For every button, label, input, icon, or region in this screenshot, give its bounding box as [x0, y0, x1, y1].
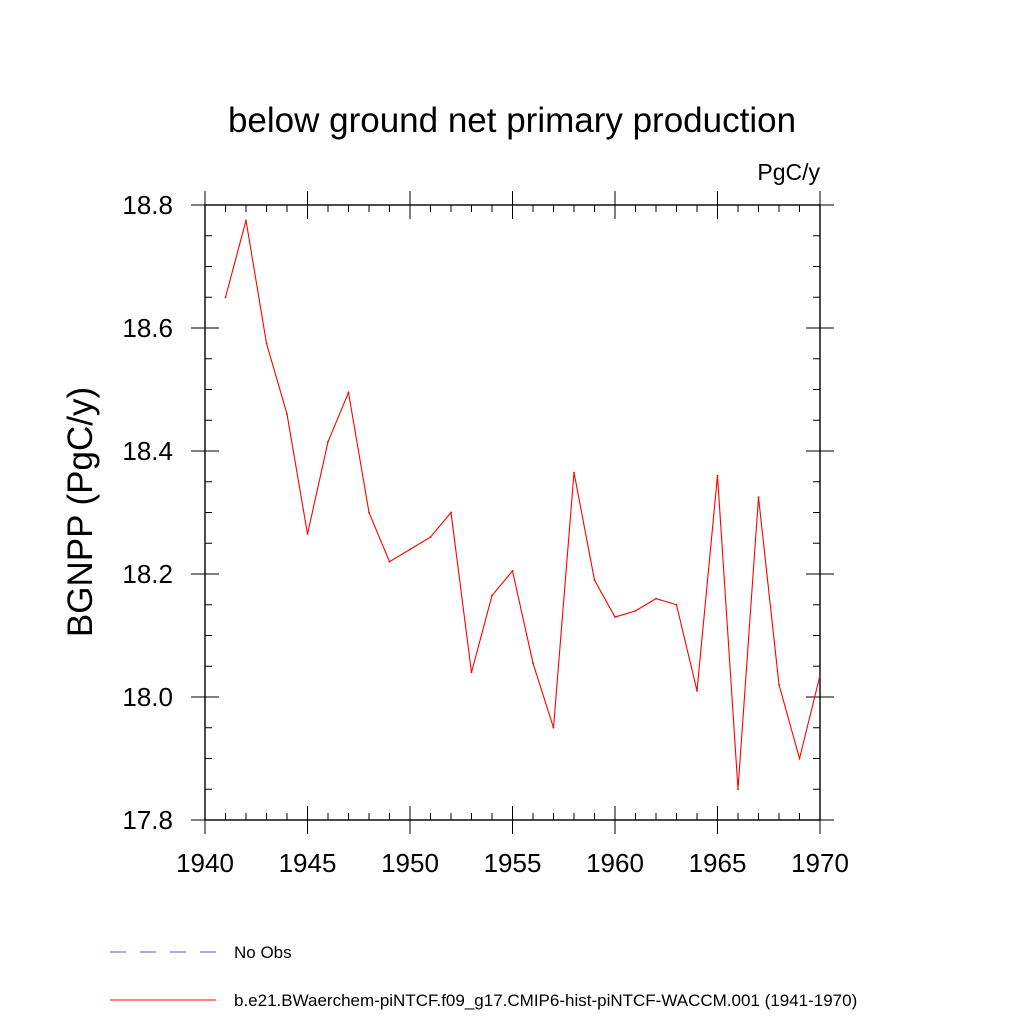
data-point	[614, 616, 616, 618]
legend: No Obs b.e21.BWaerchem-piNTCF.f09_g17.CMI…	[110, 943, 857, 1010]
data-point	[347, 391, 350, 394]
series-line	[224, 220, 821, 790]
data-point	[429, 536, 432, 538]
data-point	[798, 757, 801, 760]
data-point	[655, 597, 657, 600]
data-point	[368, 511, 370, 514]
data-point	[450, 511, 452, 514]
data-point	[265, 342, 268, 345]
x-tick-label: 1960	[586, 848, 644, 878]
data-point	[306, 533, 309, 535]
y-tick-label: 18.4	[122, 436, 173, 466]
data-point	[593, 579, 596, 582]
data-point	[675, 603, 678, 606]
data-point	[532, 662, 534, 665]
legend-label: No Obs	[234, 943, 292, 962]
data-point	[552, 726, 555, 729]
x-tick-label: 1940	[176, 848, 234, 878]
y-tick-label: 17.8	[122, 805, 173, 835]
y-tick-label: 18.0	[122, 682, 173, 712]
data-point	[511, 570, 514, 572]
x-tick-label: 1945	[279, 848, 337, 878]
data-point	[634, 610, 637, 612]
y-tick-label: 18.8	[122, 190, 173, 220]
legend-label: b.e21.BWaerchem-piNTCF.f09_g17.CMIP6-his…	[234, 991, 857, 1010]
data-point	[696, 689, 698, 692]
data-point	[491, 594, 493, 597]
x-tick-label: 1965	[689, 848, 747, 878]
chart-title: below ground net primary production	[228, 101, 796, 140]
data-point	[757, 496, 760, 499]
data-point	[327, 440, 329, 443]
x-tick-label: 1955	[484, 848, 542, 878]
data-point	[224, 296, 227, 299]
data-point	[573, 471, 575, 474]
data-point	[470, 671, 473, 674]
x-tick-label: 1970	[791, 848, 849, 878]
data-point	[388, 560, 391, 563]
y-axis-label: BGNPP (PgC/y)	[61, 387, 100, 637]
y-tick-label: 18.2	[122, 559, 173, 589]
data-point	[737, 788, 739, 791]
units-label: PgC/y	[757, 159, 820, 185]
plot-frame	[204, 204, 821, 821]
data-point	[716, 474, 719, 477]
data-point	[819, 674, 821, 677]
x-tick-label: 1950	[381, 848, 439, 878]
y-tick-label: 18.6	[122, 313, 173, 343]
data-point	[778, 683, 780, 686]
data-point	[409, 548, 411, 551]
data-point	[245, 219, 247, 222]
plot-area: 1940 1945 1950 1955 1960 1965 1970 17.8 18.0 18.2…	[122, 190, 849, 878]
data-point	[286, 413, 288, 415]
